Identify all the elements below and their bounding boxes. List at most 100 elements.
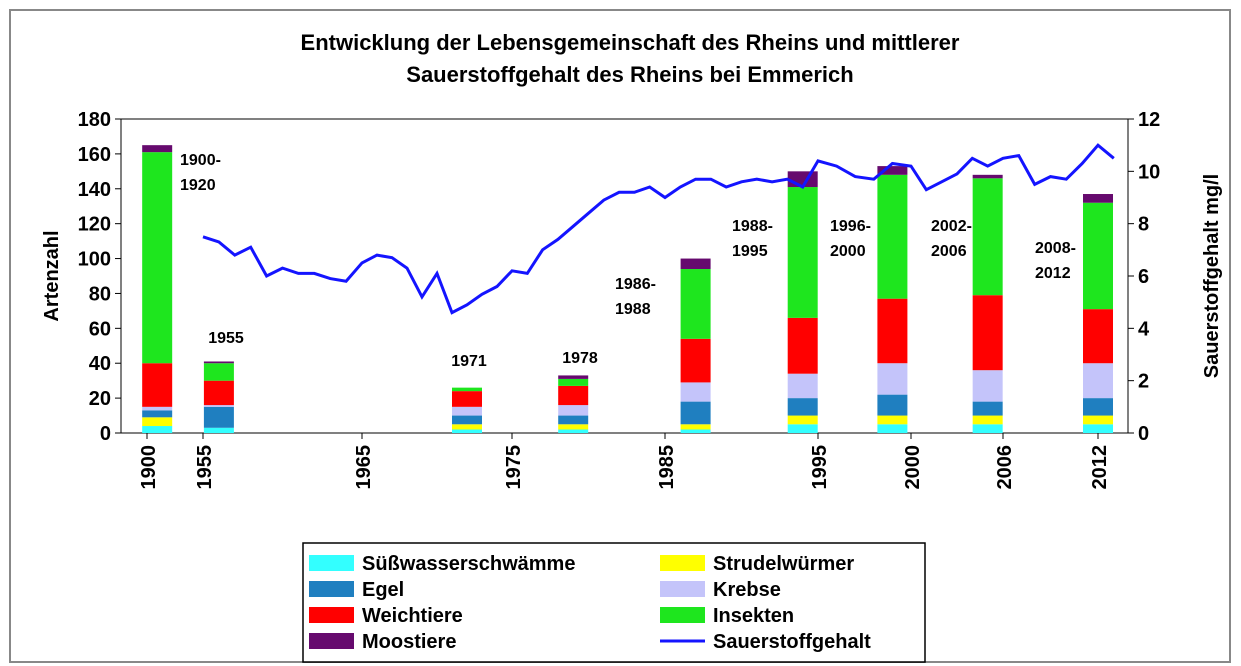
bar-segment [452,406,482,416]
legend-box [302,542,926,663]
bar-segment [972,424,1003,433]
x-tick-label: 1955 [194,445,216,490]
y2-tick-label: 8 [1138,214,1149,236]
y-tick-label: 60 [89,318,111,340]
bar-segment [787,317,818,374]
bar-segment [877,166,908,175]
bar-segment [558,375,589,379]
bar-segment [142,145,173,153]
bar-label: 1988-1995 [732,218,773,260]
bar-segment [203,406,234,428]
y-tick-label: 40 [89,353,111,375]
legend-label: Moostiere [362,631,456,653]
bar-segment [877,298,908,364]
y-tick-label: 0 [100,423,111,445]
y2-tick-label: 0 [1138,423,1149,445]
bar-label: 2008-2012 [1035,240,1076,282]
bar-segment [877,415,908,425]
chart-title: Sauerstoffgehalt des Rheins bei Emmerich [406,62,853,87]
y2-tick-label: 10 [1138,161,1160,183]
bar-segment [680,424,711,430]
bar-segment [787,373,818,399]
x-tick-label: 2012 [1089,445,1111,490]
y-tick-label: 120 [78,214,111,236]
bar-segment [558,415,589,425]
y-tick-label: 20 [89,388,111,410]
y-tick-label: 80 [89,283,111,305]
bar-label: 1986-1988 [615,276,656,318]
bar-segment [787,187,818,318]
bar-segment [142,426,173,433]
bar-segment [1083,398,1113,416]
legend-swatch [309,581,354,597]
bar-segment [1083,415,1113,425]
y-tick-label: 160 [78,144,111,166]
bar-segment [558,385,589,406]
bar-label: 1996-2000 [830,218,871,260]
x-tick-label: 1975 [503,445,525,490]
bar-label: 1971 [451,353,487,370]
legend-label: Egel [362,579,404,601]
bar-segment [972,174,1003,179]
y-tick-label: 100 [78,249,111,271]
x-tick-label: 1900 [138,445,160,490]
chart-title: Entwicklung der Lebensgemeinschaft des R… [301,30,960,55]
y-tick-label: 180 [78,109,111,131]
bar-segment [142,410,173,418]
legend-label: Krebse [713,579,781,601]
legend-swatch [660,555,705,571]
bar-segment [680,429,711,433]
y2-tick-label: 4 [1138,318,1150,340]
legend-swatch [660,581,705,597]
bar-segment [972,178,1003,296]
bar-segment [972,401,1003,416]
bar-segment [452,429,482,433]
bar-segment [877,394,908,416]
bar-segment [972,295,1003,371]
legend-swatch [309,555,354,571]
bar-segment [452,415,482,425]
bar-segment [787,415,818,425]
legend-swatch [660,607,705,623]
legend-swatch [309,633,354,649]
y2-tick-label: 6 [1138,266,1149,288]
bar-segment [877,424,908,433]
bar-label: 1955 [208,330,244,347]
bar-segment [680,338,711,383]
legend-label: Sauerstoffgehalt [713,631,871,653]
bar-label: 1900-1920 [180,152,221,194]
bar-segment [142,363,173,407]
y-tick-label: 140 [78,179,111,201]
bar-segment [203,427,234,433]
legend-label: Strudelwürmer [713,553,854,575]
bar-segment [452,391,482,407]
bar-segment [558,424,589,430]
bar-segment [877,174,908,299]
x-tick-label: 1985 [656,445,678,490]
x-tick-label: 2000 [902,445,924,490]
bar-segment [142,152,173,364]
bar-segment [558,429,589,433]
bar-segment [203,405,234,407]
line-series [202,143,1115,315]
bar-segment [877,363,908,395]
bar-segment [972,370,1003,402]
legend-label: Weichtiere [362,605,463,627]
bar-segment [787,424,818,433]
x-tick-label: 1995 [809,445,831,490]
bar-segment [452,424,482,430]
bar-segment [452,387,482,392]
legend-label: Süßwasserschwämme [362,553,575,575]
bar-segment [1083,194,1113,203]
x-tick-label: 1965 [353,445,375,490]
bar-segment [1083,309,1113,364]
bar-segment [203,361,234,364]
bar-segment [142,406,173,411]
bar-segment [1083,202,1113,310]
y-axis-title: Artenzahl [41,230,63,321]
bar-segment [680,382,711,402]
x-tick-label: 2006 [994,445,1016,490]
bar-segment [680,401,711,425]
bar-segment [787,398,818,416]
